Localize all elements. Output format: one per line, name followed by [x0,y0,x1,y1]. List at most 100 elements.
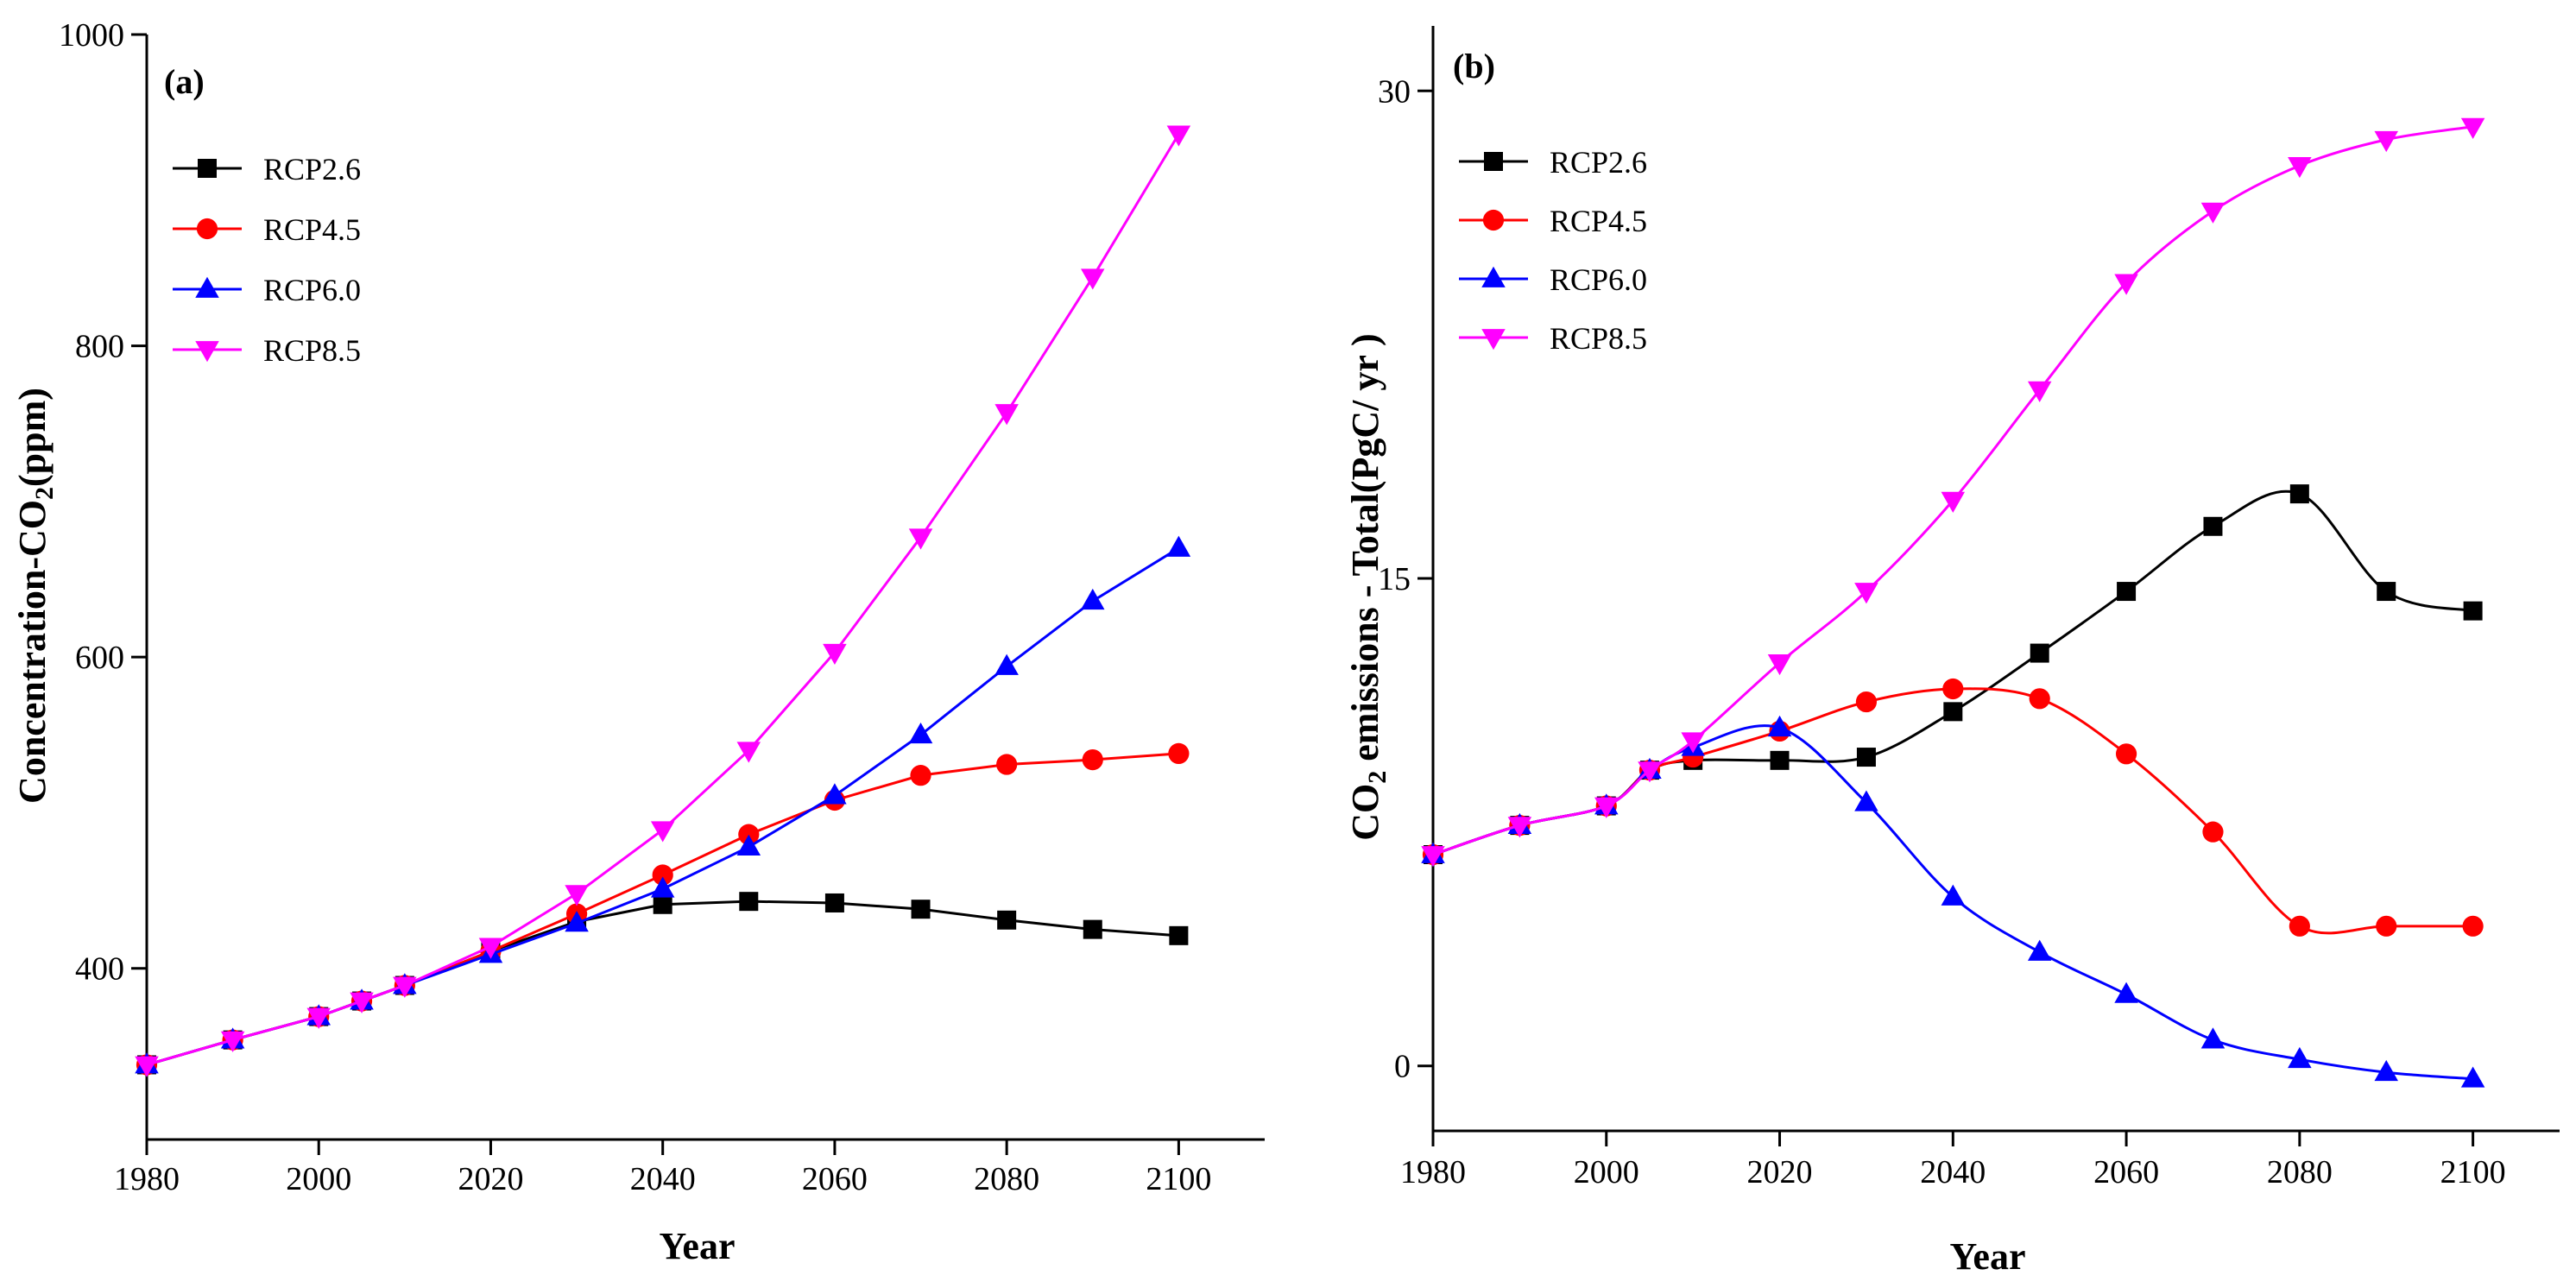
data-point [1854,790,1878,811]
data-point [910,765,931,786]
data-point [1681,732,1705,754]
legend-marker [195,276,219,298]
data-point [736,834,761,856]
legend-label: RCP2.6 [1550,145,1647,180]
y-tick-label: 15 [1378,561,1411,597]
data-point [135,1056,159,1077]
x-tick-label: 2040 [1920,1154,1986,1190]
y-tick-label: 400 [75,951,124,988]
data-point [1941,884,1966,906]
data-point [2200,202,2226,224]
data-point [1638,761,1662,783]
x-tick-label: 1980 [1400,1154,1466,1190]
data-point [306,1007,331,1029]
data-point [908,722,933,744]
data-point [2115,743,2137,765]
x-tick-label: 2080 [2267,1154,2333,1190]
data-point [2027,939,2052,961]
data-point [2463,601,2483,621]
data-point [2460,1066,2485,1088]
legend-label: RCP4.5 [1550,204,1647,238]
data-point [1166,535,1191,557]
data-point [736,742,761,763]
data-point [823,643,847,666]
data-point [1767,653,1792,676]
data-point [1169,925,1189,945]
x-tick-label: 2100 [2440,1154,2506,1190]
series-line [1432,489,2473,856]
data-point [2288,156,2312,179]
data-point [1082,749,1103,771]
data-point [996,754,1018,775]
data-point [2460,117,2485,140]
data-point [2114,274,2138,295]
data-point [2202,821,2224,843]
data-point [824,893,844,912]
data-point [1083,919,1102,939]
y-tick-label: 800 [75,329,124,365]
series-rcp6-0 [135,535,1191,1074]
data-point [739,892,759,912]
x-tick-label: 1980 [114,1161,180,1197]
data-point [994,404,1019,426]
data-point [1081,588,1105,610]
data-point [2376,915,2397,937]
x-tick-label: 2020 [458,1161,523,1197]
data-point [393,976,417,998]
x-axis-title: Year [1950,1235,2026,1278]
data-point [1168,742,1190,765]
legend-label: RCP8.5 [1550,321,1647,356]
x-tick-label: 2100 [1146,1161,1211,1197]
legend-marker [195,341,219,363]
legend-entry: RCP8.5 [1459,321,1647,356]
data-point [2462,915,2484,937]
x-tick-label: 2000 [1574,1154,1639,1190]
data-point [1081,268,1105,290]
data-point [2200,1027,2226,1049]
data-point [1166,125,1191,147]
data-point [1942,678,1964,700]
data-point [650,821,675,843]
data-point [1770,750,1790,770]
series-line [146,900,1179,1066]
data-point [565,885,589,906]
legend-label: RCP6.0 [263,273,361,307]
series-rcp8-5 [1421,117,2485,868]
data-point [1854,583,1878,604]
legend-label: RCP4.5 [263,212,361,247]
x-axis-title: Year [660,1225,736,1267]
data-point [1856,748,1876,767]
y-tick-label: 1000 [59,17,124,54]
data-point [2288,1046,2312,1069]
legend-marker [1481,329,1506,350]
data-point [1943,702,1963,722]
data-point [2117,582,2137,602]
legend-entry: RCP2.6 [173,152,361,186]
data-point [908,528,933,550]
data-point [911,900,931,919]
x-tick-label: 2040 [630,1161,696,1197]
data-point [478,938,503,959]
legend-label: RCP8.5 [263,333,361,368]
legend-label: RCP2.6 [263,152,361,186]
data-point [1767,715,1792,737]
x-tick-label: 2080 [974,1161,1039,1197]
data-point [350,992,374,1013]
x-tick-label: 2060 [802,1161,868,1197]
series-line [146,546,1180,1066]
data-point [650,876,675,898]
y-tick-label: 0 [1394,1049,1411,1085]
data-point [2029,688,2050,710]
data-point [738,824,760,845]
data-point [1941,491,1966,513]
panel-label: (b) [1453,47,1495,85]
data-point [1507,817,1532,838]
data-point [2289,484,2309,504]
series-rcp8-5 [135,125,1191,1077]
data-point [1855,691,1878,713]
data-point [653,894,672,914]
legend-entry: RCP4.5 [1459,204,1647,238]
data-point [2374,130,2398,153]
legend-label: RCP6.0 [1550,262,1647,297]
data-point [565,911,589,932]
